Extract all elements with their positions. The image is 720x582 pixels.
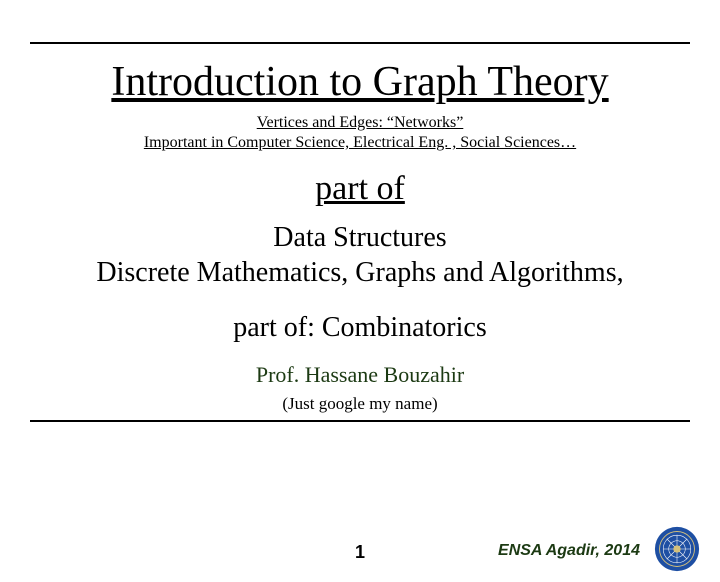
combinatorics-line: part of: Combinatorics — [30, 312, 690, 344]
course-line-1: Data Structures — [273, 222, 446, 253]
slide-title: Introduction to Graph Theory — [30, 58, 690, 106]
course-line-2: Discrete Mathematics, Graphs and Algorit… — [96, 257, 623, 288]
subtitle-networks: Vertices and Edges: “Networks” — [30, 114, 690, 132]
google-hint: (Just google my name) — [30, 394, 690, 414]
page-number: 1 — [355, 542, 365, 563]
footer: 1 ENSA Agadir, 2014 — [0, 536, 720, 574]
institution-logo-icon — [654, 526, 700, 572]
professor-name: Prof. Hassane Bouzahir — [30, 362, 690, 388]
affiliation: ENSA Agadir, 2014 — [498, 542, 640, 560]
subtitle-fields: Important in Computer Science, Electrica… — [30, 134, 690, 152]
course-list: Data Structures Discrete Mathematics, Gr… — [30, 220, 690, 290]
bottom-rule — [30, 420, 690, 422]
top-rule — [30, 42, 690, 44]
part-of-label: part of — [30, 170, 690, 208]
